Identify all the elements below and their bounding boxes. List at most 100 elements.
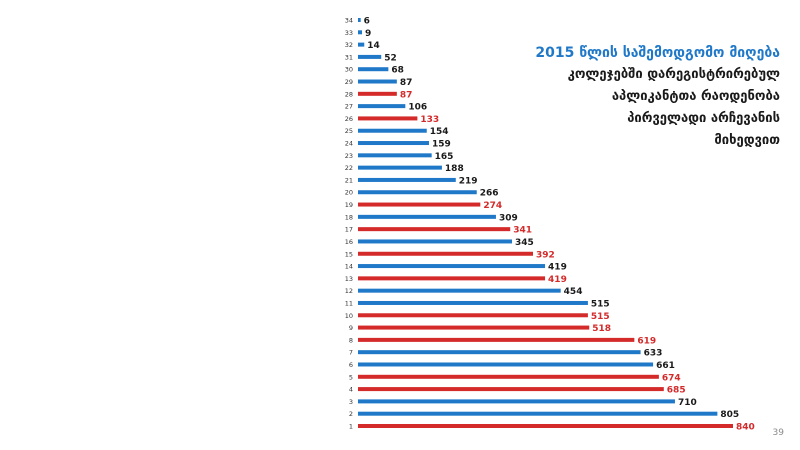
y-tick-label: 8	[349, 336, 353, 344]
y-tick-label: 16	[345, 238, 353, 246]
bar	[358, 18, 361, 22]
chart-title-line: კოლეჯებში დარეგისტრირებულ	[567, 67, 780, 82]
y-tick-label: 22	[345, 164, 353, 172]
y-tick-label: 34	[345, 17, 353, 25]
bar	[358, 214, 496, 219]
data-label: 87	[400, 90, 413, 100]
data-label: 6	[364, 17, 370, 27]
y-tick-label: 13	[345, 275, 353, 283]
chart-title-line: პირველადი არჩევანის	[627, 111, 780, 126]
y-tick-label: 27	[345, 103, 353, 111]
bar	[358, 54, 382, 59]
y-tick-label: 17	[345, 226, 353, 234]
bar	[358, 239, 513, 244]
data-label: 674	[662, 373, 681, 383]
chart-title: 2015 წლის საშემოდგომო მიღება კოლეჯებში დ…	[455, 42, 780, 152]
bar	[358, 300, 588, 305]
y-tick-label: 10	[345, 312, 353, 320]
y-tick-label: 20	[345, 189, 353, 197]
data-label: 133	[420, 115, 439, 125]
bar	[358, 79, 397, 84]
bar	[358, 202, 481, 207]
data-label: 165	[435, 152, 454, 162]
bar	[358, 424, 733, 428]
y-tick-label: 23	[345, 152, 353, 160]
bar	[358, 288, 561, 293]
data-label: 341	[513, 226, 532, 236]
data-label: 9	[365, 29, 371, 39]
y-tick-label: 14	[345, 263, 353, 271]
data-label: 419	[548, 275, 567, 285]
data-label: 274	[483, 201, 502, 211]
y-tick-label: 31	[345, 53, 353, 61]
data-label: 266	[480, 189, 499, 199]
data-label: 68	[391, 66, 404, 76]
data-label: 454	[564, 287, 583, 297]
chart-title-line: 2015 წლის საშემოდგომო მიღება	[535, 45, 780, 61]
data-label: 87	[400, 78, 413, 88]
y-tick-label: 29	[345, 78, 353, 86]
data-label: 805	[720, 410, 739, 420]
bar	[358, 30, 363, 35]
data-label: 515	[591, 299, 610, 309]
y-tick-label: 32	[345, 41, 353, 49]
y-tick-label: 6	[349, 361, 353, 369]
y-tick-label: 33	[345, 29, 353, 37]
data-label: 619	[637, 336, 656, 346]
bar	[358, 411, 718, 416]
y-tick-label: 7	[349, 349, 353, 357]
bar	[358, 264, 546, 269]
data-label: 219	[459, 176, 478, 186]
y-tick-label: 15	[345, 250, 353, 258]
y-tick-label: 18	[345, 213, 353, 221]
y-tick-label: 19	[345, 201, 353, 209]
bar	[358, 374, 659, 379]
data-label: 106	[408, 103, 427, 113]
bar	[358, 42, 365, 47]
data-label: 392	[536, 250, 555, 260]
data-label: 515	[591, 312, 610, 322]
y-tick-label: 26	[345, 115, 353, 123]
y-tick-label: 24	[345, 140, 353, 148]
bar	[358, 362, 654, 367]
data-label: 840	[736, 423, 755, 433]
y-tick-label: 30	[345, 66, 353, 74]
bar	[358, 227, 511, 232]
data-label: 345	[515, 238, 534, 248]
bar	[358, 276, 546, 281]
y-tick-label: 21	[345, 176, 353, 184]
bar	[358, 128, 427, 133]
bar	[358, 387, 664, 392]
bar	[358, 337, 635, 342]
y-tick-label: 25	[345, 127, 353, 135]
y-tick-label: 5	[349, 373, 353, 381]
data-label: 154	[430, 127, 449, 137]
bar	[358, 104, 406, 109]
bar	[358, 177, 456, 182]
bar	[358, 325, 590, 330]
bar	[358, 190, 477, 195]
y-tick-label: 11	[345, 299, 353, 307]
bar	[358, 141, 429, 146]
page-number: 39	[772, 428, 784, 438]
y-tick-label: 2	[349, 410, 353, 418]
bar	[358, 313, 588, 318]
data-label: 518	[592, 324, 611, 334]
bar	[358, 165, 442, 170]
data-label: 661	[656, 361, 675, 371]
data-label: 309	[499, 213, 518, 223]
y-tick-label: 9	[349, 324, 353, 332]
data-label: 685	[667, 386, 686, 396]
bar	[358, 251, 533, 256]
y-tick-label: 4	[349, 386, 353, 394]
data-label: 159	[432, 140, 451, 150]
bar	[358, 153, 432, 158]
data-label: 188	[445, 164, 464, 174]
bar	[358, 91, 397, 96]
y-tick-label: 3	[349, 398, 353, 406]
bar	[358, 116, 418, 121]
data-label: 52	[384, 53, 397, 63]
y-tick-label: 1	[349, 423, 353, 431]
data-label: 419	[548, 263, 567, 273]
